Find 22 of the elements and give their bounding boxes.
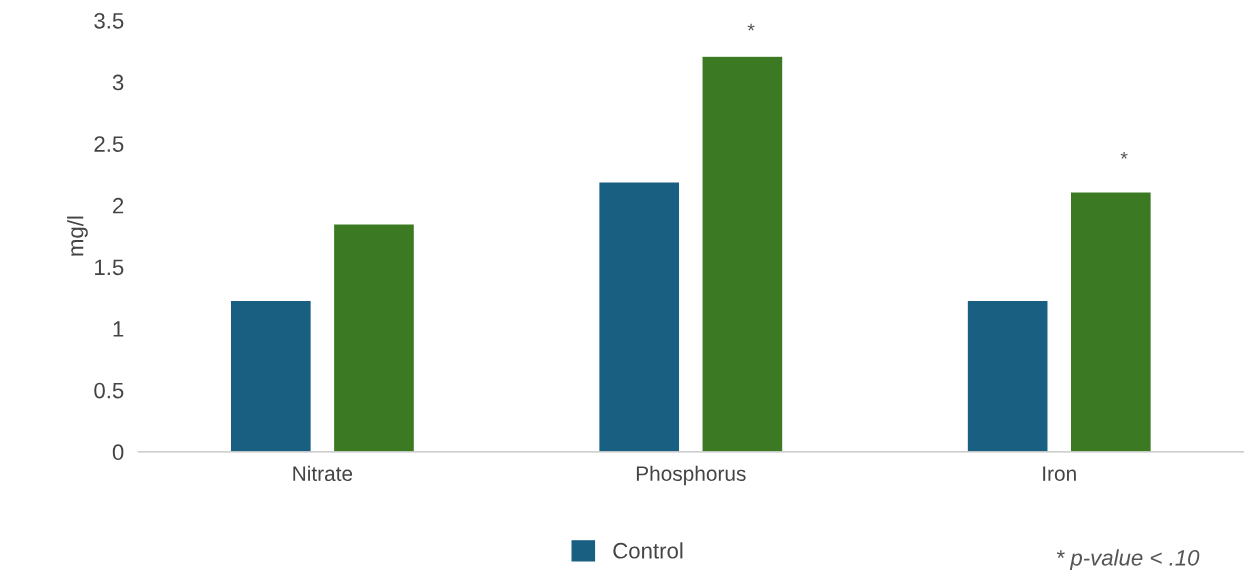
y-tick-label: 1	[113, 321, 124, 337]
bar	[966, 299, 1049, 452]
y-tick-label: 3	[112, 74, 124, 91]
bar	[229, 299, 313, 452]
legend-label: Control	[613, 542, 683, 559]
annotation: *	[1120, 151, 1128, 159]
y-tick-label: 0.5	[94, 382, 124, 399]
x-tick-label: Nitrate	[293, 465, 353, 482]
y-tick-label: 2.5	[94, 136, 124, 152]
y-tick-label: 0	[112, 444, 124, 461]
y-axis-title: mg/l	[67, 216, 88, 256]
x-tick-label: Iron	[1043, 466, 1076, 482]
bar	[701, 55, 784, 452]
bar	[332, 223, 416, 452]
y-tick-label: 3.5	[94, 12, 124, 29]
annotation: *	[747, 23, 755, 31]
x-tick-label: Phosphorus	[636, 465, 746, 486]
bar	[597, 181, 681, 452]
text: * p-value < .10	[1056, 549, 1200, 571]
y-tick-label: 1.5	[95, 259, 124, 276]
y-tick-label: 2	[113, 197, 124, 214]
bar	[1069, 191, 1153, 452]
